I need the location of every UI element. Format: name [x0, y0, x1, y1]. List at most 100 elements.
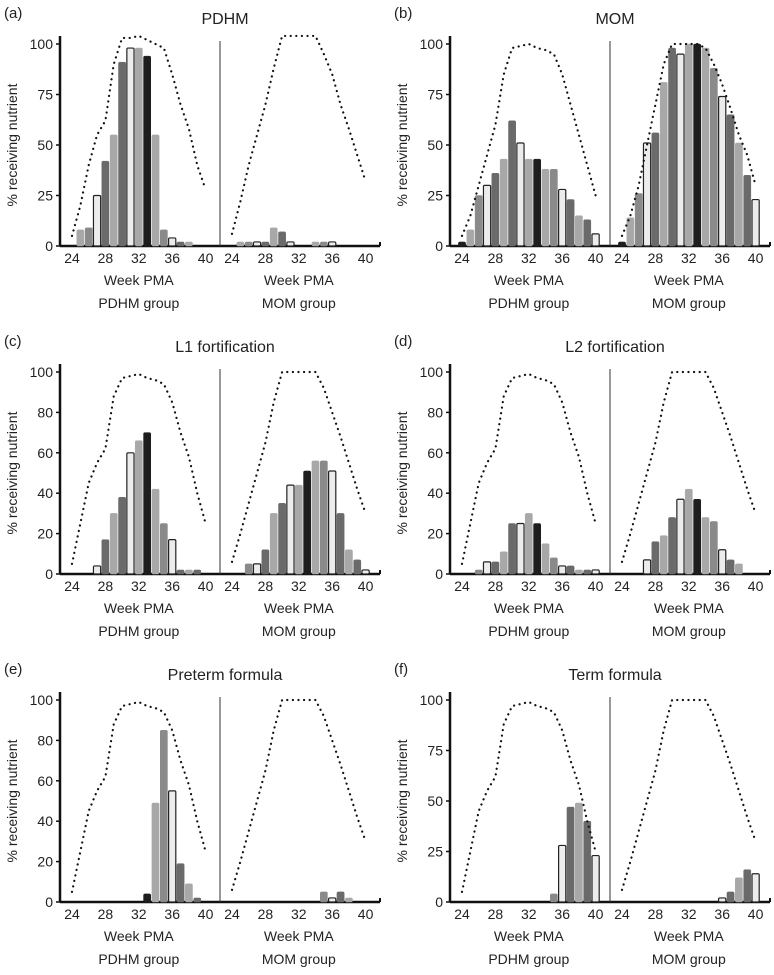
group-label: MOM group — [262, 295, 336, 311]
x-tick-label: 24 — [64, 906, 80, 922]
x-tick-label: 40 — [198, 250, 214, 266]
bar-week-30 — [118, 496, 126, 575]
bar-week-32 — [294, 484, 303, 575]
bar-week-28 — [491, 561, 500, 575]
bar-week-34 — [311, 460, 320, 575]
bar-week-30 — [668, 47, 676, 247]
group-label: MOM group — [652, 295, 726, 311]
y-tick-label: 60 — [37, 773, 53, 789]
bar-week-31 — [676, 53, 685, 247]
x-tick-label: 40 — [198, 906, 214, 922]
y-axis-label: % receiving nutrient — [394, 739, 410, 862]
bar-week-25 — [466, 229, 475, 247]
x-tick-label: 32 — [521, 250, 537, 266]
bar-week-35 — [160, 229, 168, 247]
x-axis-label: Week PMA — [264, 600, 334, 616]
bar-week-29 — [109, 513, 118, 575]
bar-week-31 — [126, 452, 135, 575]
bar-week-35 — [710, 521, 718, 575]
bar-week-36 — [328, 470, 337, 575]
x-tick-label: 36 — [554, 578, 570, 594]
bar-week-35 — [320, 460, 328, 575]
bar-week-37 — [726, 891, 735, 903]
bar-week-25 — [236, 241, 245, 247]
group-label: MOM group — [262, 951, 336, 967]
x-tick-label: 24 — [454, 578, 470, 594]
x-tick-label: 28 — [648, 906, 664, 922]
dotted-line — [230, 370, 367, 563]
bar-week-40 — [361, 569, 370, 575]
x-tick-label: 32 — [521, 906, 537, 922]
bar-week-26 — [244, 241, 253, 247]
x-tick-label: 40 — [748, 906, 764, 922]
x-tick-label: 36 — [324, 906, 340, 922]
bar-week-31 — [126, 47, 135, 247]
x-tick-label: 28 — [648, 578, 664, 594]
dotted-line — [620, 42, 757, 237]
panel-e: (e) Preterm formula% receiving nutrient02… — [4, 661, 381, 967]
bar-week-26 — [634, 193, 643, 247]
x-axis-label: Week PMA — [494, 928, 564, 944]
bar-week-36 — [718, 897, 727, 903]
bar-week-33 — [143, 893, 152, 903]
x-axis-label: Week PMA — [264, 928, 334, 944]
bar-week-40 — [591, 569, 600, 575]
group-label: PDHM group — [98, 951, 179, 967]
bar-week-28 — [101, 539, 110, 575]
bar-week-39 — [193, 897, 202, 903]
x-axis-label: Week PMA — [494, 272, 564, 288]
y-tick-label: 80 — [37, 732, 53, 748]
x-tick-label: 24 — [64, 250, 80, 266]
bar-week-33 — [143, 55, 152, 247]
bar-week-38 — [575, 569, 583, 575]
bar-week-28 — [651, 541, 660, 575]
bar-week-39 — [583, 569, 592, 575]
bar-week-27 — [642, 142, 652, 247]
x-tick-label: 32 — [681, 578, 697, 594]
panel-a: (a) PDHM % receiving nutrient 0 25 50 75 100 24 2… — [4, 5, 381, 311]
bar-week-28 — [261, 549, 270, 575]
x-tick-label: 36 — [324, 250, 340, 266]
x-tick-label: 40 — [748, 578, 764, 594]
panel-b: (b) MOM % receiving nutrient 0 25 50 75 100 24 28… — [394, 5, 771, 311]
bar-week-37 — [566, 806, 575, 903]
x-tick-label: 24 — [614, 250, 630, 266]
x-tick-label: 28 — [648, 250, 664, 266]
panel-title: Term formula — [568, 667, 661, 684]
bar-week-24 — [618, 241, 626, 247]
x-axis-label: Week PMA — [264, 272, 334, 288]
y-tick-label: 100 — [420, 692, 444, 708]
bar-week-27 — [252, 241, 262, 247]
y-tick-label: 25 — [427, 844, 443, 860]
x-tick-label: 28 — [258, 906, 274, 922]
bar-week-29 — [659, 82, 668, 247]
y-tick-label: 0 — [435, 238, 443, 254]
group-label: PDHM group — [98, 623, 179, 639]
bar-week-25 — [76, 229, 85, 247]
y-tick-label: 50 — [37, 137, 53, 153]
bar-week-36 — [718, 95, 727, 247]
y-tick-label: 0 — [435, 566, 443, 582]
group-label: MOM group — [262, 623, 336, 639]
bar-week-32 — [524, 513, 533, 575]
y-tick-label: 100 — [30, 36, 54, 52]
x-tick-label: 32 — [681, 250, 697, 266]
bar-week-26 — [244, 563, 253, 575]
y-tick-label: 25 — [37, 188, 53, 204]
x-tick-label: 28 — [98, 578, 114, 594]
bar-week-34 — [151, 134, 160, 247]
x-tick-label: 40 — [588, 906, 604, 922]
bar-week-28 — [651, 132, 660, 247]
bar-week-39 — [193, 569, 202, 575]
dotted-line — [230, 34, 367, 235]
x-tick-label: 36 — [324, 578, 340, 594]
panel-label: (d) — [394, 333, 412, 350]
bar-week-31 — [676, 498, 685, 575]
y-tick-label: 0 — [45, 894, 53, 910]
bar-week-29 — [499, 158, 508, 247]
x-axis-label: Week PMA — [654, 600, 724, 616]
x-tick-label: 40 — [588, 578, 604, 594]
x-tick-label: 24 — [614, 906, 630, 922]
x-tick-label: 36 — [714, 906, 730, 922]
bar-week-29 — [499, 551, 508, 575]
